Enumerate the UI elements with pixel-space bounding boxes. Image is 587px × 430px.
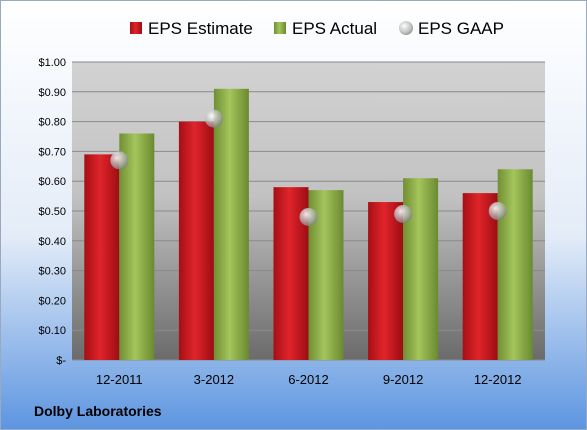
bar-eps-actual	[213, 88, 249, 360]
legend-item: EPS Actual	[274, 19, 377, 38]
marker-eps-gaap	[394, 204, 413, 223]
legend-item: EPS Estimate	[130, 19, 253, 38]
legend-swatch	[130, 22, 142, 34]
y-tick-label: $0.80	[38, 117, 66, 129]
legend-label: EPS GAAP	[418, 19, 504, 38]
y-axis-ticks: $- $0.10 $0.20 $0.30 $0.40 $0.50 $0.60 $0.70 $0.…	[38, 57, 66, 367]
bar-eps-actual	[497, 169, 533, 360]
y-tick-label: $0.10	[38, 325, 66, 337]
bar-eps-estimate	[178, 121, 214, 360]
gaap-markers	[110, 109, 507, 226]
y-tick-label: $0.60	[38, 176, 66, 188]
marker-eps-gaap	[488, 202, 507, 220]
legend: EPS Estimate EPS Actual EPS GAAP	[130, 19, 504, 38]
legend-swatch	[399, 21, 413, 35]
x-tick-label: 12-2012	[474, 372, 522, 387]
legend-swatch	[274, 22, 286, 34]
bar-eps-estimate	[462, 193, 498, 360]
marker-eps-gaap	[204, 109, 223, 128]
legend-label: EPS Estimate	[148, 19, 253, 38]
x-tick-label: 9-2012	[383, 372, 423, 387]
x-tick-label: 6-2012	[288, 372, 328, 387]
legend-label: EPS Actual	[292, 19, 377, 38]
marker-eps-gaap	[299, 207, 318, 226]
x-tick-label: 3-2012	[194, 372, 234, 387]
bar-eps-estimate	[84, 154, 120, 360]
x-tick-label: 12-2011	[96, 372, 143, 387]
legend-item: EPS GAAP	[399, 19, 504, 38]
company-name: Dolby Laboratories	[34, 403, 162, 419]
y-tick-label: $0.20	[38, 295, 66, 307]
bar-eps-actual	[119, 133, 155, 360]
bar-eps-estimate	[368, 202, 404, 360]
marker-eps-gaap	[110, 151, 129, 170]
y-tick-label: $0.50	[38, 206, 66, 218]
x-axis-ticks: 12-2011 3-2012 6-2012 9-2012 12-2012	[96, 372, 522, 387]
bar-eps-actual	[403, 178, 439, 360]
y-tick-label: $0.90	[38, 87, 66, 99]
y-tick-label: $-	[56, 355, 66, 367]
y-tick-label: $0.40	[38, 236, 66, 248]
y-tick-label: $0.30	[38, 266, 66, 278]
y-tick-label: $0.70	[38, 146, 66, 158]
y-tick-label: $1.00	[38, 57, 66, 69]
